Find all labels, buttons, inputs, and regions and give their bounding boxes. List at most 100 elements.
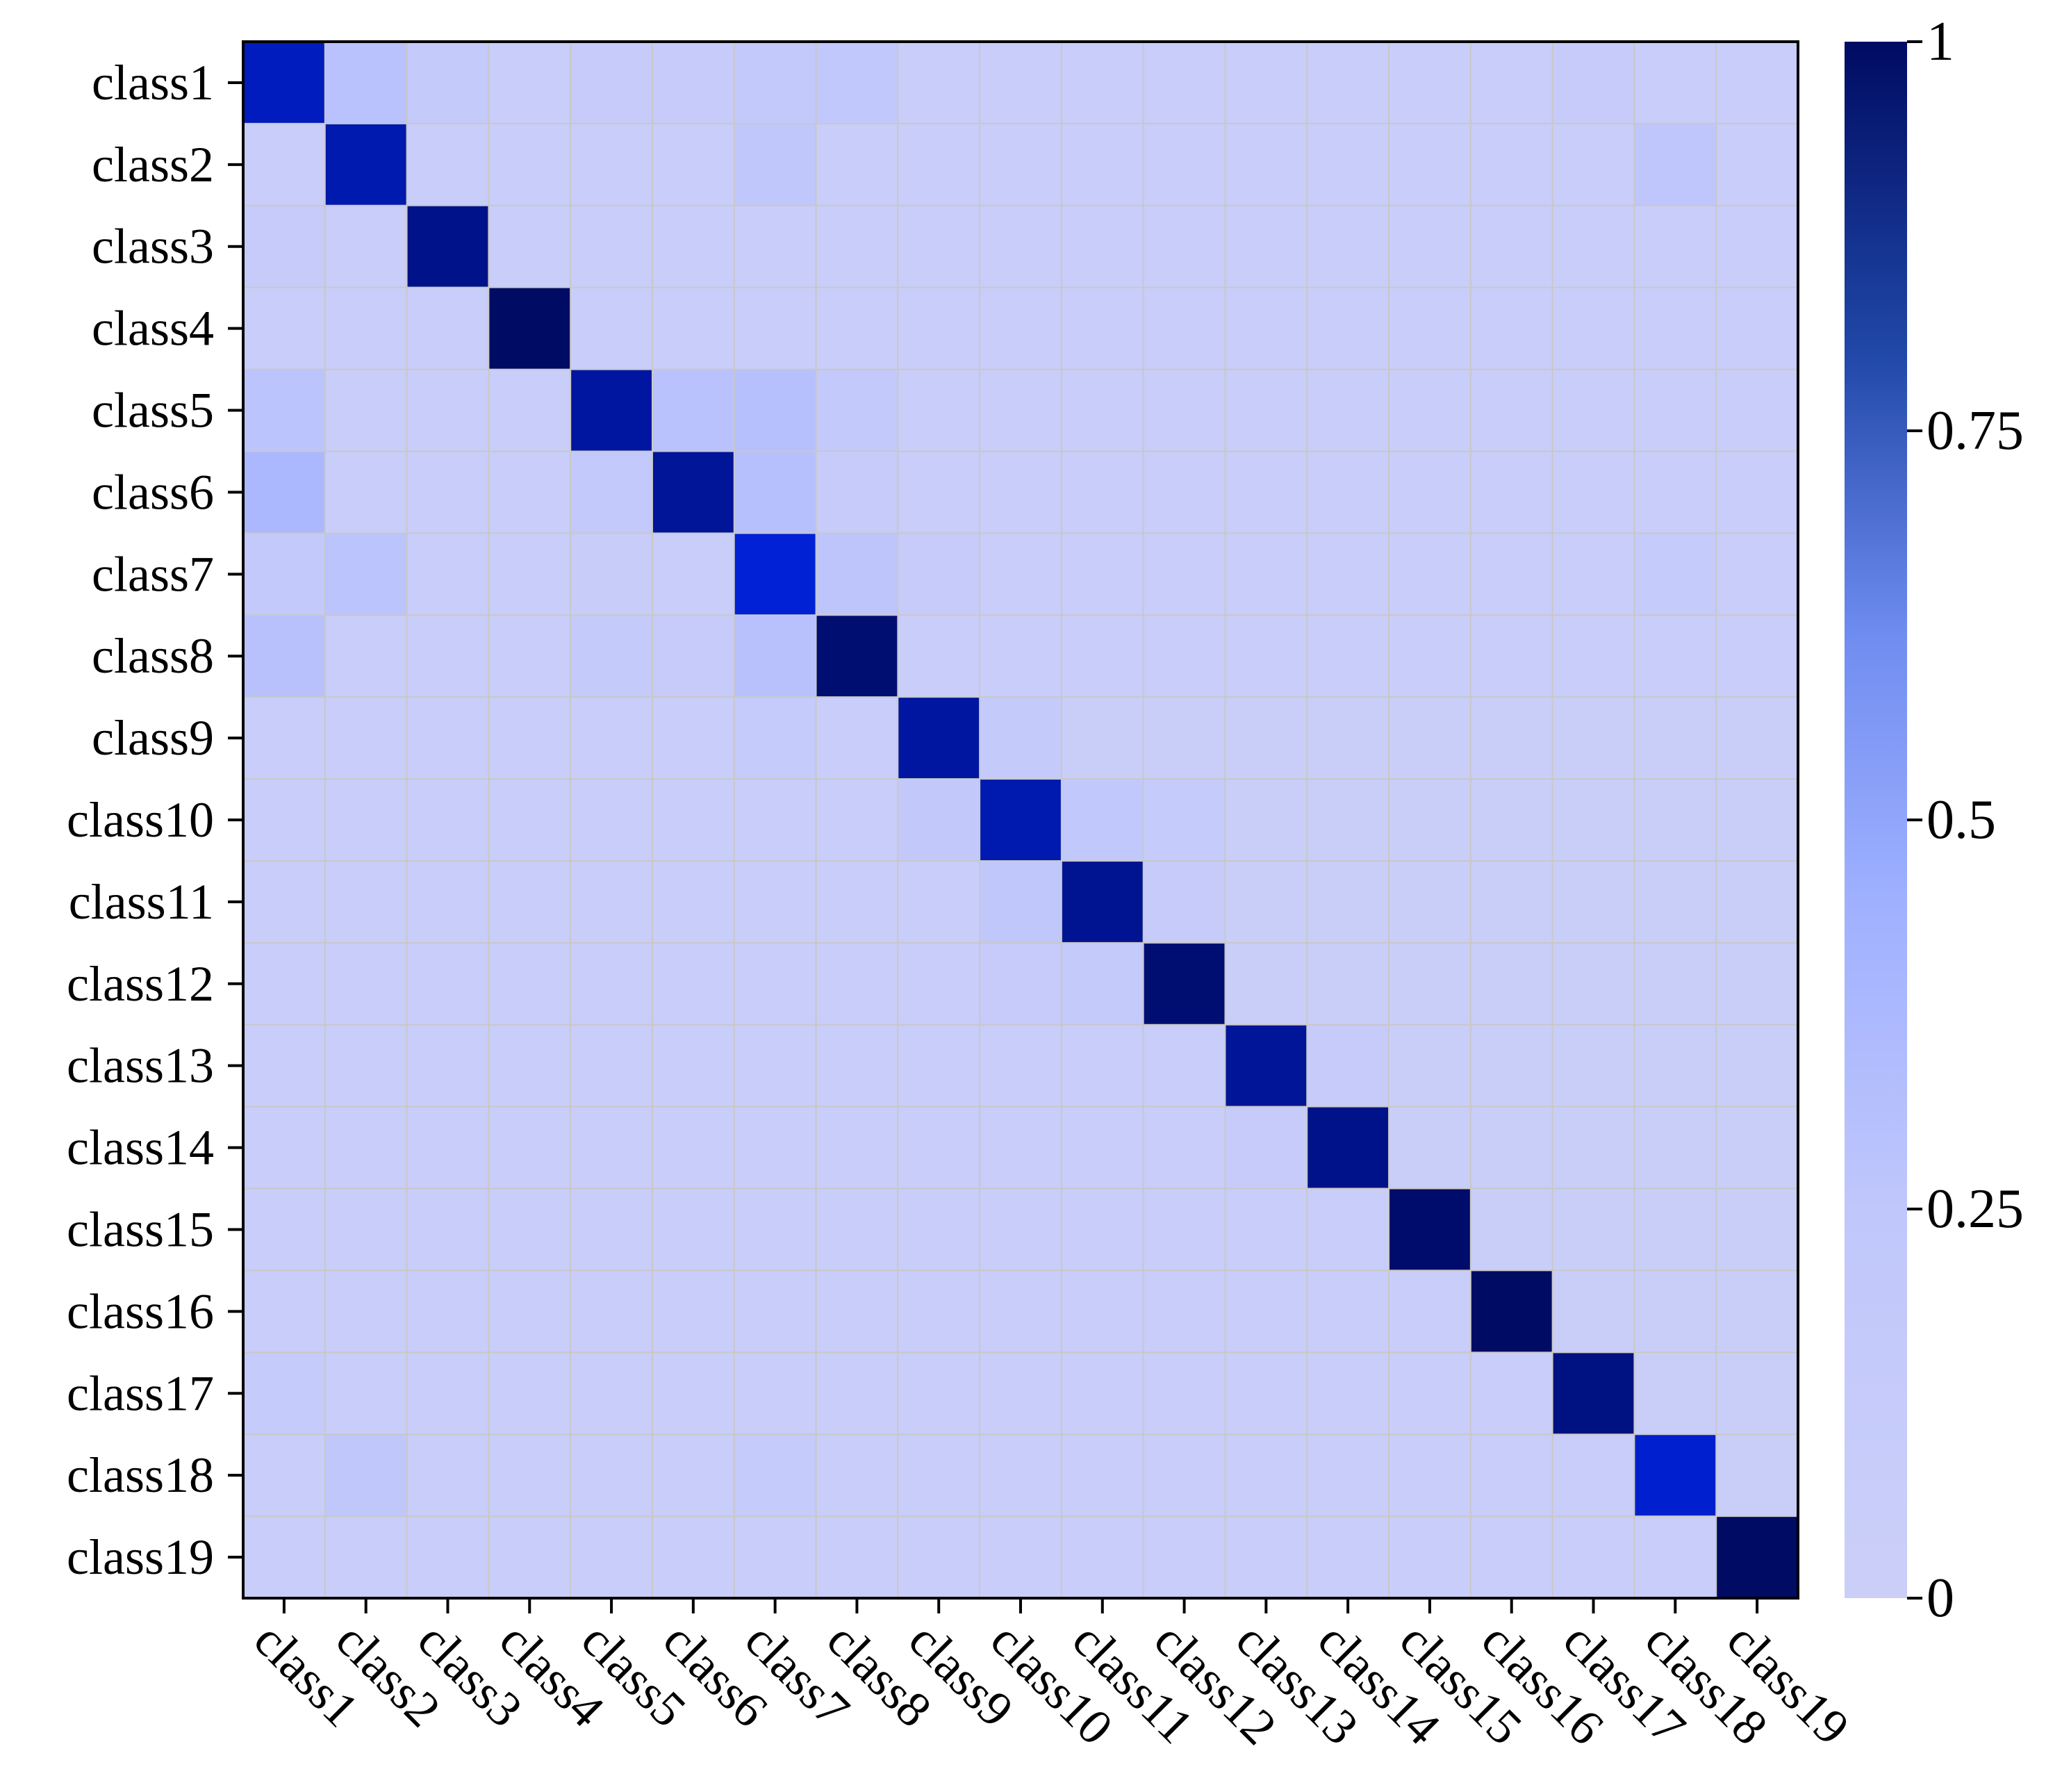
heatmap-cell [406,451,489,534]
heatmap-cell [1716,1188,1799,1271]
heatmap-cell [1716,1352,1799,1435]
heatmap-cell [570,1106,653,1190]
heatmap-cell [898,533,980,616]
heatmap-cell [1716,451,1799,534]
heatmap-cell [488,287,571,370]
colorbar-gradient [1845,42,1907,1598]
heatmap-cell [1143,533,1226,616]
heatmap-cell [898,369,980,452]
heatmap-cell [406,1188,489,1271]
heatmap-cell [898,860,980,944]
heatmap-cell [1307,123,1389,206]
heatmap-cell [243,1024,326,1108]
heatmap-cell [1716,42,1799,124]
heatmap-cell [980,779,1062,862]
heatmap-cell [1307,1024,1389,1108]
heatmap-cell [1470,1434,1553,1517]
heatmap-cell [1143,779,1226,862]
heatmap-cell [1061,287,1144,370]
heatmap-cell [570,1270,653,1353]
heatmap-cell [570,697,653,780]
heatmap-cell [488,860,571,944]
heatmap-cell [570,1188,653,1271]
heatmap-cell [1716,1106,1799,1190]
y-tick-label: class16 [67,1283,214,1339]
heatmap-cell [243,860,326,944]
y-tick-label: class12 [67,956,214,1012]
heatmap-cell [734,369,817,452]
heatmap-cell [1470,1270,1553,1353]
heatmap-cell [1552,1434,1635,1517]
y-tick-label: class1 [92,55,214,110]
heatmap-cell [1389,123,1471,206]
heatmap-cell [898,205,980,288]
heatmap-cell [324,123,408,206]
colorbar-tick-label: 0.75 [1927,400,2024,461]
heatmap-cell [1389,42,1471,124]
heatmap-cell [1143,1352,1226,1435]
heatmap-cell [898,1516,980,1599]
heatmap-cell [898,1434,980,1517]
heatmap-cell [324,1188,408,1271]
heatmap-cell [980,860,1062,944]
heatmap-cell [1470,369,1553,452]
heatmap-cell [652,1106,735,1190]
heatmap-cell [816,1024,898,1108]
heatmap-cell [1552,287,1635,370]
heatmap-cell [816,1270,898,1353]
heatmap-cell [980,1106,1062,1190]
heatmap-cell [1143,123,1226,206]
heatmap-cell [980,697,1062,780]
heatmap-cell [1307,451,1389,534]
heatmap-cell [1307,697,1389,780]
heatmap-cell [1389,451,1471,534]
heatmap-cell [816,860,898,944]
heatmap-cell [1470,205,1553,288]
heatmap-cell [652,1024,735,1108]
heatmap-cell [898,1352,980,1435]
heatmap-cell [1552,1188,1635,1271]
heatmap-cell [980,1352,1062,1435]
heatmap-cell [1307,369,1389,452]
heatmap-cell [1225,697,1308,780]
heatmap-cell [1061,615,1144,698]
heatmap-cell [488,451,571,534]
heatmap-cell [1634,1024,1717,1108]
heatmap-cell [1061,942,1144,1026]
heatmap-cell [570,1434,653,1517]
heatmap-cell [1143,1270,1226,1353]
heatmap-cell [406,1516,489,1599]
heatmap-cell [1552,205,1635,288]
heatmap-cell [1307,1434,1389,1517]
heatmap-cell [652,860,735,944]
heatmap-cell [816,369,898,452]
heatmap-cell [1061,369,1144,452]
heatmap-cell [898,451,980,534]
heatmap-cell [324,1434,408,1517]
heatmap-cell [243,942,326,1026]
heatmap-cell [898,123,980,206]
y-tick-label: class3 [92,219,214,274]
heatmap-cell [1307,615,1389,698]
heatmap-cell [1061,1434,1144,1517]
heatmap-grid [243,42,1798,1598]
heatmap-cell [816,123,898,206]
heatmap-cell [980,369,1062,452]
heatmap-cell [980,42,1062,124]
heatmap-cell [324,205,408,288]
heatmap-cell [1389,1270,1471,1353]
heatmap-cell [1389,860,1471,944]
heatmap-cell [652,287,735,370]
y-tick-label: class19 [67,1529,214,1585]
heatmap-cell [898,779,980,862]
heatmap-cell [652,615,735,698]
heatmap-cell [816,1106,898,1190]
heatmap-cell [1634,615,1717,698]
heatmap-cell [1634,1516,1717,1599]
heatmap-cell [1143,1516,1226,1599]
heatmap-cell [1307,42,1389,124]
heatmap-cell [1470,1352,1553,1435]
heatmap-cell [652,369,735,452]
heatmap-cell [1389,1106,1471,1190]
